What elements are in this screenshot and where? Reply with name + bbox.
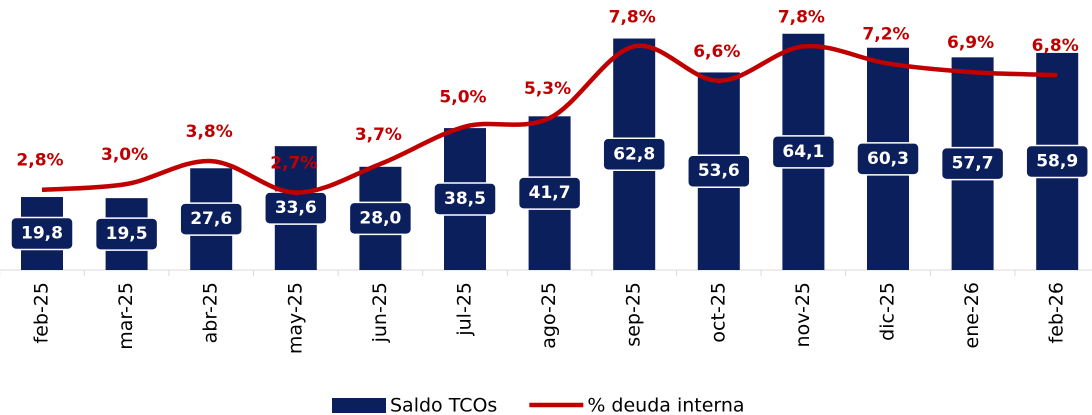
x-tick-label: ago-25 [538, 282, 560, 349]
bar-value-label: 41,7 [529, 183, 571, 203]
label-box [10, 216, 74, 251]
x-tick-label: ene-26 [961, 282, 983, 348]
line [41, 43, 1058, 195]
x-tick-label: nov-25 [792, 282, 814, 347]
x-tick-label: jul-25 [454, 282, 476, 337]
label-box [602, 137, 666, 172]
label-box [348, 201, 413, 236]
line-value-label: 6,6% [693, 42, 740, 62]
line-value-label: 2,8% [16, 151, 63, 171]
label-box [517, 176, 582, 210]
x-tick-label: dic-25 [877, 282, 899, 341]
x-tick-label: oct-25 [707, 282, 729, 343]
label-box [179, 202, 243, 236]
label-box [940, 146, 1005, 181]
x-tick-label: feb-26 [1046, 282, 1068, 343]
line-value-label: 6,8% [1032, 36, 1079, 56]
x-tick-label: abr-25 [200, 282, 222, 343]
bar-value-label: 64,1 [782, 142, 824, 162]
bar-value-label: 38,5 [444, 189, 486, 209]
line-value-label: 7,8% [609, 7, 656, 27]
label-box [433, 182, 497, 216]
bar-value-label: 27,6 [190, 209, 232, 229]
label-box [94, 217, 159, 251]
line-value-label: 3,0% [101, 145, 148, 165]
label-box [687, 154, 751, 188]
line-value-label: 7,8% [778, 7, 825, 27]
x-tick-label: sep-25 [623, 282, 645, 347]
x-tick-label: feb-25 [31, 282, 53, 343]
x-tick-label: may-25 [284, 282, 306, 354]
legend-label: Saldo TCOs [390, 395, 497, 415]
x-tick-label: jun-25 [369, 282, 391, 343]
x-tick-label: mar-25 [115, 282, 137, 350]
label-box [1025, 144, 1089, 179]
bar-value-label: 28,0 [359, 208, 401, 228]
label-box [856, 142, 920, 176]
bar-value-label: 19,8 [21, 224, 63, 244]
line-value-label: 3,7% [355, 125, 402, 145]
line-value-label: 3,8% [186, 122, 233, 142]
line-value-label: 5,0% [439, 88, 486, 108]
bar-value-label: 33,6 [275, 198, 317, 218]
label-box [771, 135, 836, 169]
line-value-label: 7,2% [862, 25, 909, 45]
line-value-label: 5,3% [524, 79, 571, 99]
legend-label: % deuda interna [587, 395, 744, 415]
line-value-label: 6,9% [947, 33, 994, 53]
line-value-label: 2,7% [270, 154, 317, 174]
bar-value-label: 58,9 [1036, 151, 1078, 171]
bar-value-label: 60,3 [867, 149, 909, 169]
bar-value-label: 57,7 [952, 154, 994, 174]
bar-value-label: 62,8 [613, 144, 655, 164]
legend-swatch [332, 398, 386, 413]
bar-value-label: 19,5 [106, 224, 148, 244]
bar-value-label: 53,6 [698, 161, 740, 181]
